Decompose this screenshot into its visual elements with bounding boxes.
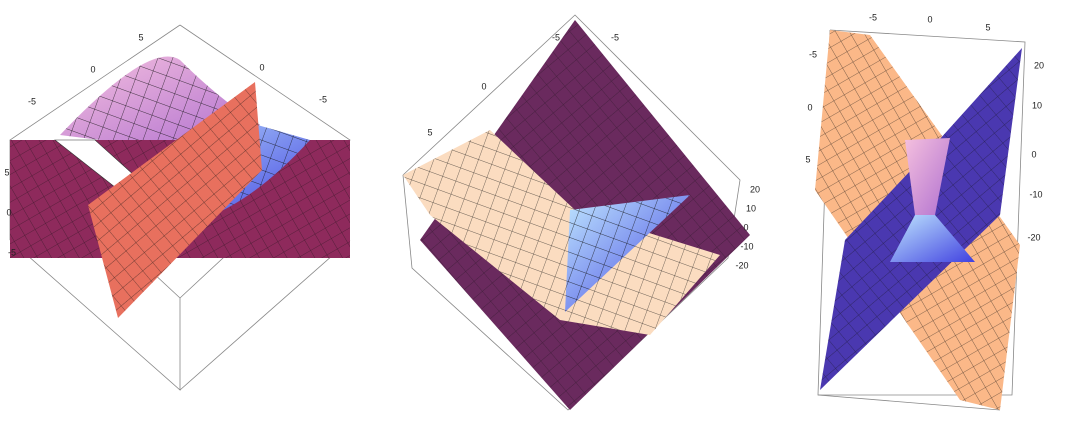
mesh [403, 130, 720, 335]
tick-label: 5 [4, 167, 9, 177]
tick-label: 0 [807, 102, 812, 112]
tick-label: 0 [1031, 149, 1036, 159]
tick-label: -20 [735, 260, 748, 270]
plot-1: 5 0 -5 0 -5 5 0 -5 [4, 24, 351, 391]
tick-label: 5 [805, 154, 810, 164]
mesh [565, 195, 690, 312]
tick-label: 5 [427, 127, 432, 137]
box-edge [402, 14, 741, 411]
tick-label: 0 [6, 207, 11, 217]
tick-label: 20 [750, 184, 760, 194]
box-edge [179, 239, 351, 391]
tick-label: 0 [927, 14, 932, 24]
surface [890, 215, 975, 262]
plot-3: -5 0 5 -5 0 5 20 10 0 -10 -20 [805, 12, 1044, 411]
box-edge [817, 394, 1001, 411]
tick-label: 0 [743, 222, 748, 232]
tick-label: -20 [1027, 232, 1040, 242]
tick-label: 20 [1034, 60, 1044, 70]
tick-label: 0 [481, 81, 486, 91]
tick-label: 10 [1032, 100, 1042, 110]
box-edge [817, 29, 1026, 396]
tick-label: -10 [740, 241, 753, 251]
tick-label: 0 [90, 64, 95, 74]
tick-label: -5 [611, 32, 619, 42]
tick-label: -5 [319, 94, 327, 104]
mesh [88, 82, 262, 318]
surface [905, 138, 950, 215]
tick-label: 10 [746, 203, 756, 213]
tick-label: -5 [8, 247, 16, 257]
tick-label: -10 [1029, 189, 1042, 199]
tick-label: 5 [138, 32, 143, 42]
tick-label: 0 [259, 62, 264, 72]
tick-label: -5 [552, 32, 560, 42]
tick-label: -5 [28, 96, 36, 106]
plot-2: -5 0 5 -5 20 10 0 -10 -20 [402, 14, 760, 411]
tick-label: 5 [985, 22, 990, 32]
tick-label: -5 [869, 12, 877, 22]
tick-label: -5 [809, 49, 817, 59]
